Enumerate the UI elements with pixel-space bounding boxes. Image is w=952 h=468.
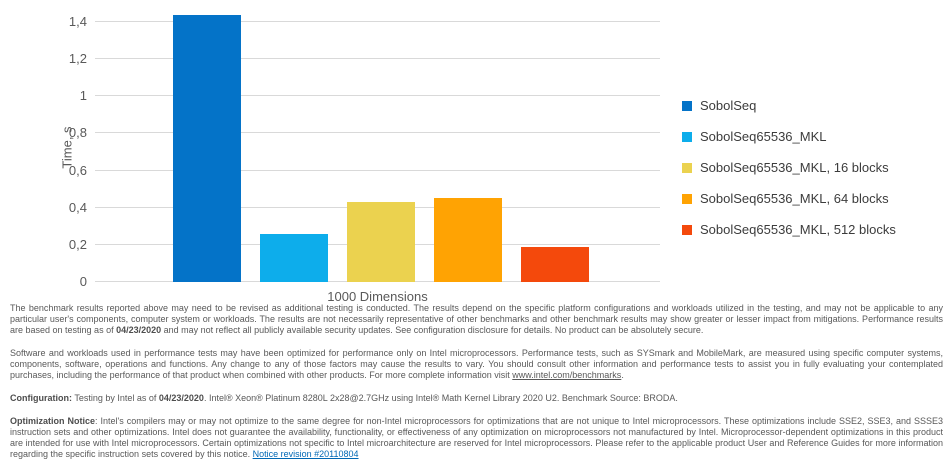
paragraph-text: Testing by Intel as of <box>72 393 159 403</box>
legend-swatch-icon <box>682 162 692 173</box>
gridline <box>95 95 660 97</box>
configuration-label: Configuration: <box>10 393 72 403</box>
legend-item: SobolSeq65536_MKL, 16 blocks <box>682 152 896 183</box>
configuration-line: Configuration: Testing by Intel as of 04… <box>10 393 943 404</box>
legend-label: SobolSeq65536_MKL, 64 blocks <box>700 191 889 206</box>
y-tick-label: 0,4 <box>68 199 87 215</box>
legend-swatch-icon <box>682 100 692 111</box>
y-tick-label: 0 <box>79 274 87 289</box>
optimization-notice-label: Optimization Notice <box>10 416 95 426</box>
gridline <box>95 169 660 171</box>
gridline <box>95 132 660 134</box>
paragraph-text: . Intel® Xeon® Platinum 8280L 2x28@2.7GH… <box>203 393 678 403</box>
disclaimer-paragraph-benchmark: The benchmark results reported above may… <box>10 303 943 336</box>
disclaimer-paragraph-software: Software and workloads used in performan… <box>10 348 943 381</box>
legend-item: SobolSeq <box>682 90 896 121</box>
legend-label: SobolSeq65536_MKL, 512 blocks <box>700 222 896 237</box>
notice-revision-link[interactable]: Notice revision #20110804 <box>252 449 359 459</box>
bar-sobolseq65536-mkl-16-blocks <box>347 202 415 282</box>
paragraph-text: . <box>621 370 624 380</box>
paragraph-text: : Intel's compilers may or may not optim… <box>10 416 943 459</box>
y-tick-label: 1,4 <box>68 14 87 29</box>
gridline <box>95 58 660 60</box>
y-tick-label: 1,2 <box>68 51 87 67</box>
legend-label: SobolSeq65536_MKL, 16 blocks <box>700 160 889 175</box>
y-tick-label: 0,2 <box>68 236 87 252</box>
y-tick-label: 1 <box>79 88 87 104</box>
legend-swatch-icon <box>682 131 692 142</box>
chart-legend: SobolSeq SobolSeq65536_MKL SobolSeq65536_M… <box>682 90 896 245</box>
bar-sobolseq <box>173 14 241 282</box>
legend-item: SobolSeq65536_MKL <box>682 121 896 152</box>
legend-label: SobolSeq65536_MKL <box>700 129 827 144</box>
test-date: 04/23/2020 <box>158 393 204 403</box>
x-axis-title: 1000 Dimensions <box>327 289 428 304</box>
paragraph-text: and may not reflect all publicly availab… <box>161 325 704 335</box>
paragraph-text: The benchmark results reported above may… <box>10 303 943 335</box>
legend-item: SobolSeq65536_MKL, 512 blocks <box>682 214 896 245</box>
y-tick-label: 0,8 <box>68 125 87 141</box>
benchmarks-link[interactable]: www.intel.com/benchmarks <box>512 370 622 380</box>
legend-item: SobolSeq65536_MKL, 64 blocks <box>682 183 896 214</box>
paragraph-text: Software and workloads used in performan… <box>10 348 943 380</box>
disclaimer-text: The benchmark results reported above may… <box>10 303 943 468</box>
test-date: 04/23/2020 <box>116 325 162 335</box>
gridline <box>95 21 660 22</box>
plot-area: 0 0,2 0,4 0,6 0,8 1 1,2 1,4 <box>69 14 660 288</box>
y-tick-label: 0,6 <box>68 162 87 178</box>
bar-sobolseq65536-mkl-512-blocks <box>521 246 589 282</box>
legend-swatch-icon <box>682 224 692 235</box>
bar-sobolseq65536-mkl <box>260 233 328 282</box>
legend-label: SobolSeq <box>700 98 757 113</box>
bar-sobolseq65536-mkl-64-blocks <box>434 198 502 282</box>
legend-swatch-icon <box>682 193 692 204</box>
optimization-notice: Optimization Notice: Intel's compilers m… <box>10 416 943 460</box>
